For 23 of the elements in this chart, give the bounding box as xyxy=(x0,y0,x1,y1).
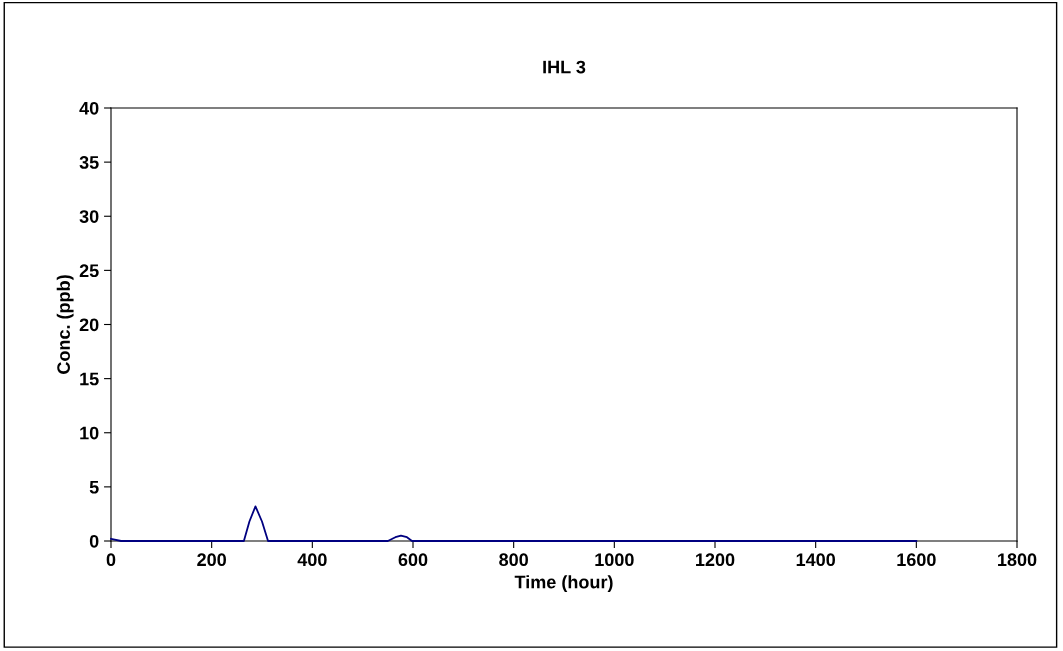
chart-title: IHL 3 xyxy=(543,60,586,74)
x-tick-label: 800 xyxy=(499,553,528,567)
y-axis-title: Conc. (ppb) xyxy=(56,275,74,374)
x-axis-title: Time (hour) xyxy=(514,575,613,593)
x-tick-label: 1600 xyxy=(897,553,936,567)
x-tick-label: 400 xyxy=(297,553,327,567)
x-tick-label: 200 xyxy=(197,553,226,567)
y-tick-label: 0 xyxy=(89,534,99,548)
y-tick-label: 5 xyxy=(89,481,99,494)
x-tick-label: 1000 xyxy=(595,553,634,567)
x-tick-label: 0 xyxy=(106,553,116,567)
y-tick-label: 10 xyxy=(80,426,99,440)
line-series xyxy=(110,505,918,542)
y-tick-label: 40 xyxy=(79,101,99,115)
y-tick-label: 35 xyxy=(79,156,99,169)
x-tick-label: 1400 xyxy=(796,553,836,567)
x-tick-label: 1800 xyxy=(998,553,1037,567)
y-tick-label: 15 xyxy=(80,372,99,386)
y-tick-label: 25 xyxy=(79,264,99,278)
y-tick-label: 30 xyxy=(79,210,99,223)
x-tick-label: 600 xyxy=(398,553,428,567)
x-tick-label: 1200 xyxy=(696,553,735,567)
y-tick-label: 20 xyxy=(79,318,99,332)
